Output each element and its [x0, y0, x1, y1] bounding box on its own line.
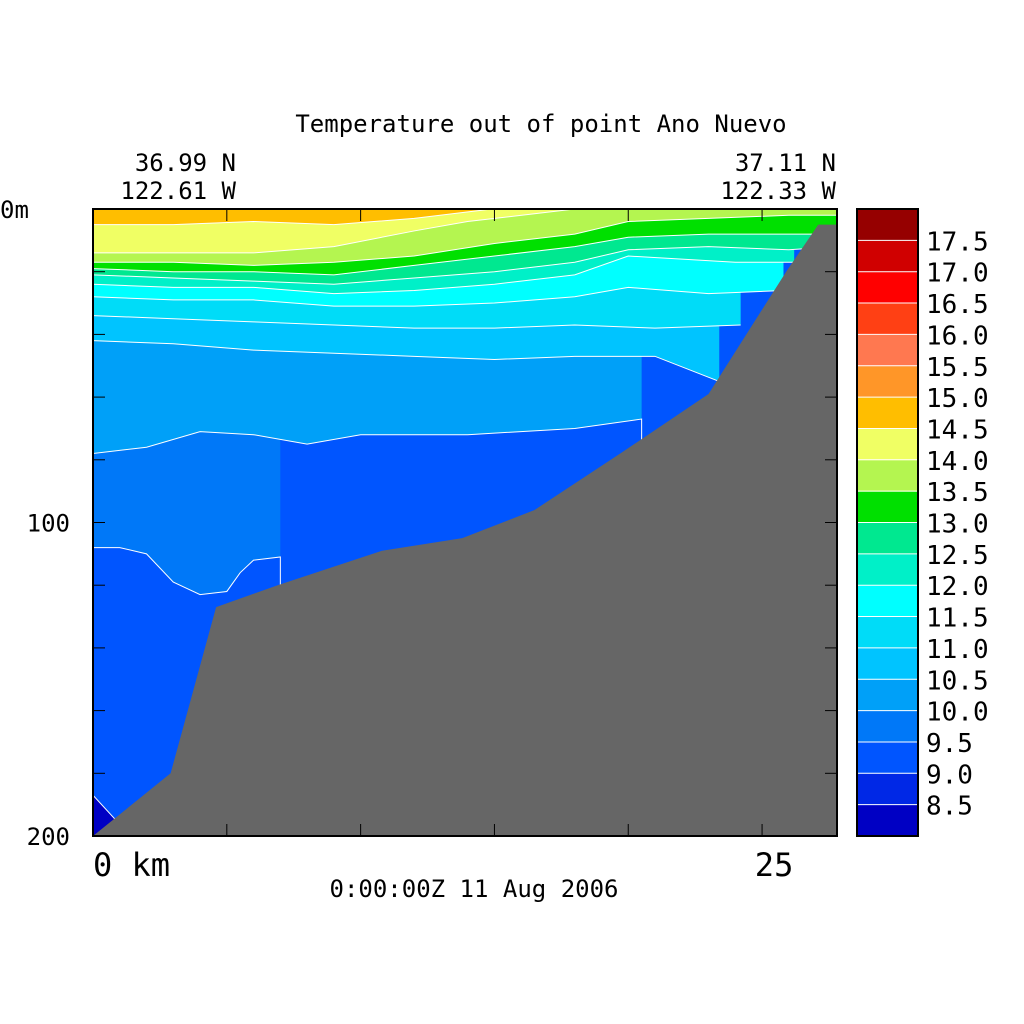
- colorbar-label: 10.0: [926, 698, 989, 728]
- colorbar-label: 11.0: [926, 635, 989, 665]
- colorbar-swatch: [857, 710, 918, 743]
- colorbar-swatch: [857, 585, 918, 618]
- colorbar-swatch: [857, 553, 918, 586]
- x-axis-ticks: [226, 209, 763, 836]
- colorbar-label: 11.5: [926, 604, 989, 634]
- contour-10: [93, 418, 643, 455]
- contour-9.5: [93, 547, 281, 596]
- y-axis-label: 200: [27, 823, 70, 851]
- colorbar-swatch: [857, 459, 918, 492]
- x-axis-labels: 0 km 25: [93, 846, 793, 884]
- contour-12.5: [93, 246, 837, 285]
- colorbar-label: 9.5: [926, 729, 973, 759]
- colorbar-label: 12.5: [926, 541, 989, 571]
- contour-13: [93, 233, 837, 276]
- left-longitude: 122.61 W: [120, 177, 236, 205]
- colorbar-swatch: [857, 804, 918, 837]
- colorbar-label: 13.0: [926, 510, 989, 540]
- colorbar-label: 13.5: [926, 478, 989, 508]
- colorbar-swatch: [857, 428, 918, 461]
- colorbar-swatch: [857, 334, 918, 367]
- colorbar-label: 16.0: [926, 321, 989, 351]
- colorbar-labels: 8.59.09.510.010.511.011.512.012.513.013.…: [926, 227, 989, 821]
- colorbar-label: 15.5: [926, 353, 989, 383]
- colorbar-swatch: [857, 647, 918, 680]
- colorbar-swatch: [857, 773, 918, 806]
- contour-14.5: [93, 209, 492, 226]
- colorbar-swatch: [857, 679, 918, 712]
- contour-14: [93, 209, 575, 254]
- colorbar-label: 15.0: [926, 384, 989, 414]
- plot-area: [93, 209, 837, 836]
- colorbar-swatch: [857, 240, 918, 273]
- timestamp: 0:00:00Z 11 Aug 2006: [330, 875, 619, 903]
- colorbar-swatch: [857, 365, 918, 398]
- colorbar-swatch: [857, 209, 918, 241]
- left-latitude: 36.99 N: [135, 149, 236, 177]
- band-above-14.5: [93, 209, 492, 225]
- chart-title: Temperature out of point Ano Nuevo: [295, 110, 786, 138]
- contour-lines: [93, 209, 837, 836]
- colorbar-label: 17.5: [926, 227, 989, 257]
- right-latitude: 37.11 N: [735, 149, 836, 177]
- contour-11.5: [93, 286, 784, 307]
- colorbar-swatch: [857, 491, 918, 523]
- colorbar-label: 10.5: [926, 666, 989, 696]
- y-axis-label: 0m: [0, 196, 29, 224]
- colorbar-label: 17.0: [926, 259, 989, 289]
- colorbar-label: 8.5: [926, 792, 973, 822]
- colorbar-label: 14.5: [926, 415, 989, 445]
- seafloor-bathymetry: [93, 224, 837, 836]
- y-axis-label: 100: [27, 510, 70, 538]
- colorbar-label: 16.5: [926, 290, 989, 320]
- colorbar-frame: [856, 208, 919, 837]
- contour-10.5: [93, 340, 720, 382]
- colorbar-label: 9.0: [926, 760, 973, 790]
- colorbar-swatch: [857, 522, 918, 555]
- colorbar: [857, 209, 918, 837]
- colorbar-swatch: [857, 271, 918, 304]
- y-axis-labels: 0m 100 200: [0, 196, 70, 851]
- colorbar-swatch: [857, 397, 918, 429]
- colorbar-swatch: [857, 303, 918, 335]
- x-axis-label: 25: [755, 846, 794, 884]
- colorbar-label: 12.0: [926, 572, 989, 602]
- x-axis-label: 0 km: [93, 846, 170, 884]
- right-longitude: 122.33 W: [720, 177, 836, 205]
- colorbar-swatch: [857, 741, 918, 774]
- contour-11: [93, 315, 741, 329]
- y-axis-ticks: [93, 271, 837, 774]
- colorbar-swatch: [857, 616, 918, 649]
- colorbar-label: 14.0: [926, 447, 989, 477]
- contour-12: [93, 255, 795, 295]
- contour-13.5: [93, 214, 837, 266]
